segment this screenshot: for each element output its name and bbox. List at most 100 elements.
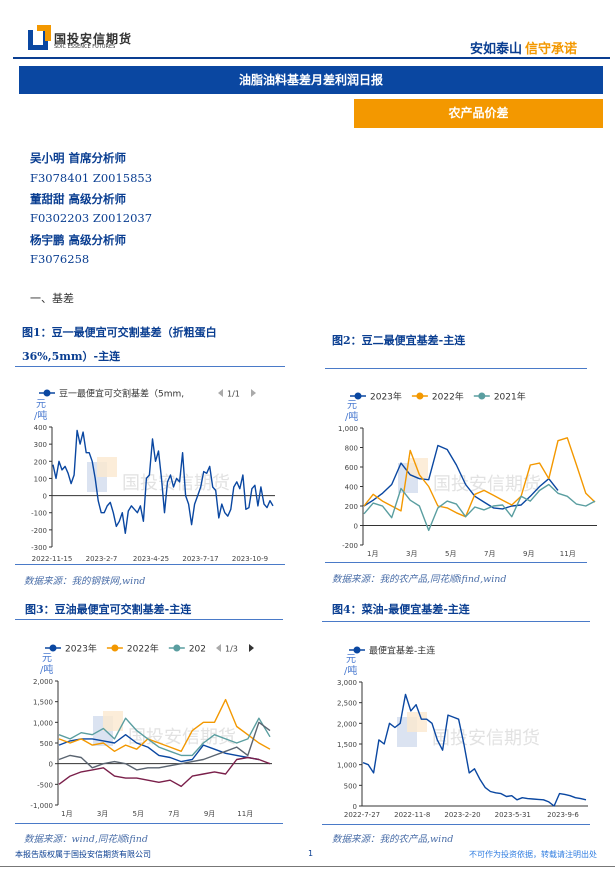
x-tick-label: 3月 bbox=[406, 550, 417, 558]
x-tick-label: 2023-4-25 bbox=[133, 555, 169, 563]
unit-label: /吨 bbox=[345, 410, 358, 423]
y-tick-label: 2,500 bbox=[337, 700, 357, 708]
figure-4-title: 图4：菜油-最便宜基差-主连 bbox=[332, 603, 470, 616]
next-page-icon[interactable] bbox=[251, 389, 256, 397]
legend-marker-icon bbox=[173, 644, 181, 652]
figure-4-divider bbox=[322, 621, 590, 622]
legend-label: 2021年 bbox=[494, 391, 526, 403]
x-tick-label: 1月 bbox=[367, 550, 378, 558]
series-line-豆一最便宜可交割基差（5mm, bbox=[52, 429, 274, 535]
unit-label: 元 bbox=[42, 653, 52, 664]
unit-label: /吨 bbox=[34, 409, 47, 422]
author-ids: F0302203 Z0012037 bbox=[30, 211, 153, 225]
legend-marker-icon bbox=[354, 392, 362, 400]
legend-label: 2022年 bbox=[127, 643, 159, 655]
slogan: 安如泰山 信守承诺 bbox=[470, 38, 577, 57]
y-tick-label: -100 bbox=[31, 510, 47, 518]
x-tick-label: 2023-10-9 bbox=[232, 555, 268, 563]
next-page-icon[interactable] bbox=[249, 644, 254, 652]
y-tick-label: 1,000 bbox=[337, 762, 357, 770]
y-tick-label: 300 bbox=[34, 441, 47, 449]
figure-2-source: 数据来源：我的农产品,同花顺ifind,wind bbox=[332, 574, 507, 585]
series-line-series-4 bbox=[58, 756, 271, 788]
y-tick-label: 500 bbox=[344, 782, 357, 790]
legend-marker-icon bbox=[416, 392, 424, 400]
company-logo-icon bbox=[28, 25, 51, 50]
header-divider bbox=[13, 57, 610, 59]
y-tick-label: 1,000 bbox=[338, 425, 358, 433]
legend-label: 2023年 bbox=[370, 391, 402, 403]
legend-label: 2022年 bbox=[432, 391, 464, 403]
legend-marker-icon bbox=[111, 644, 119, 652]
legend-pager: 1/1 bbox=[227, 390, 240, 399]
series-line-202 bbox=[58, 717, 271, 757]
series-line-2023年 bbox=[58, 733, 260, 763]
series-line-2022年 bbox=[363, 437, 596, 518]
disclaimer: 不可作为投资依据，转载请注明出处 bbox=[469, 850, 597, 859]
slogan-a: 安如泰山 bbox=[469, 42, 522, 57]
figure-3-source: 数据来源：wind,同花顺ifind bbox=[24, 834, 148, 845]
figure-2-divider bbox=[325, 368, 587, 369]
legend-pager: 1/3 bbox=[225, 645, 238, 654]
y-tick-label: 200 bbox=[345, 503, 358, 511]
x-tick-label: 2023-2-20 bbox=[444, 811, 480, 819]
figure-1-divider bbox=[15, 366, 285, 367]
y-tick-label: 400 bbox=[345, 484, 358, 492]
y-tick-label: 0 bbox=[43, 493, 47, 501]
y-tick-label: 500 bbox=[40, 740, 53, 748]
company-name: 国投安信期货 bbox=[54, 32, 133, 46]
unit-label: /吨 bbox=[40, 663, 53, 676]
x-tick-label: 11月 bbox=[560, 550, 576, 558]
y-tick-label: 600 bbox=[345, 464, 358, 472]
x-tick-label: 9月 bbox=[204, 810, 215, 818]
watermark-logo-icon bbox=[407, 712, 427, 732]
x-tick-label: 2022-11-15 bbox=[32, 555, 73, 563]
figure-1-chart: 国投安信期货 400 300 200 100 0 -100 -200 -300 2022-11-1… bbox=[31, 388, 275, 563]
page-number: 1 bbox=[308, 849, 314, 858]
figure-2-chart: 国投安信期货 1,000 800 600 400 200 0 -200 1月 3月 5月 7月 9月 11… bbox=[338, 391, 597, 558]
series-line-2022年 bbox=[58, 698, 271, 753]
x-tick-label: 1月 bbox=[61, 810, 72, 818]
category-tag: 农产品价差 bbox=[354, 99, 603, 128]
series-line-2023年 bbox=[363, 444, 559, 510]
legend-marker-icon bbox=[43, 389, 51, 397]
y-tick-label: 2,000 bbox=[337, 720, 357, 728]
company-name-en: SDIC ESSENCE FUTURES bbox=[54, 44, 116, 50]
y-tick-label: 800 bbox=[345, 445, 358, 453]
report-title: 油脂油料基差月差利润日报 bbox=[19, 66, 603, 94]
x-tick-label: 11月 bbox=[237, 810, 253, 818]
figure-1-bottom-divider bbox=[15, 564, 285, 565]
y-tick-label: -300 bbox=[31, 544, 47, 552]
watermark-text: 国投安信期货 bbox=[433, 474, 541, 495]
prev-page-icon[interactable] bbox=[218, 389, 223, 397]
x-tick-label: 2023-7-17 bbox=[182, 555, 218, 563]
unit-label: 元 bbox=[347, 400, 357, 411]
x-tick-label: 7月 bbox=[484, 550, 495, 558]
figure-2-bottom-divider bbox=[325, 562, 587, 563]
watermark-text: 国投安信期货 bbox=[128, 727, 236, 748]
author-ids: F3076258 bbox=[30, 252, 90, 266]
figure-3-chart: 国投安信期货 2,000 1,500 1,000 500 0 -500 -1,000 1月 3月 5… bbox=[30, 643, 272, 818]
figure-3-bottom-divider bbox=[15, 823, 283, 824]
figure-4-bottom-divider bbox=[322, 824, 590, 825]
figure-3-divider bbox=[15, 619, 283, 620]
x-tick-label: 9月 bbox=[523, 550, 534, 558]
legend-marker-icon bbox=[353, 646, 361, 654]
x-tick-label: 7月 bbox=[168, 810, 179, 818]
author-name: 杨宇鹏 高级分析师 bbox=[30, 233, 127, 247]
watermark-logo-icon bbox=[97, 457, 117, 477]
copyright-notice: 本报告版权属于国投安信期货有限公司 bbox=[15, 850, 151, 859]
y-tick-label: -200 bbox=[342, 542, 358, 550]
y-tick-label: 0 bbox=[49, 761, 53, 769]
legend-marker-icon bbox=[478, 392, 486, 400]
watermark-text: 国投安信期货 bbox=[432, 728, 540, 749]
y-tick-label: 1,000 bbox=[33, 719, 53, 727]
author-name: 吴小明 首席分析师 bbox=[30, 151, 127, 165]
y-tick-label: 2,000 bbox=[33, 678, 53, 686]
x-tick-label: 2023-5-31 bbox=[495, 811, 531, 819]
legend-label: 豆一最便宜可交割基差（5mm, bbox=[59, 388, 184, 400]
section-heading: 一、基差 bbox=[30, 292, 74, 305]
y-tick-label: 400 bbox=[34, 424, 47, 432]
prev-page-icon[interactable] bbox=[216, 644, 221, 652]
